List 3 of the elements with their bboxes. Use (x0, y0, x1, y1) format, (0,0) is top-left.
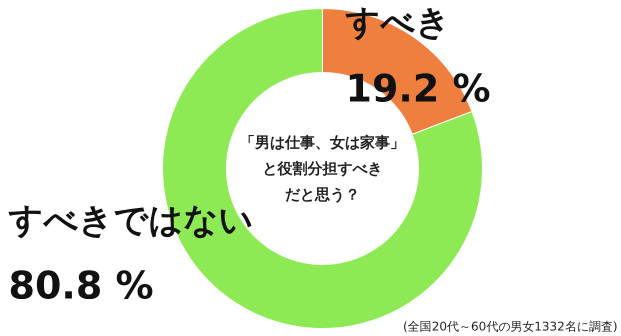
text: 「男は仕事、女は家事」と役割分担すべきだと思う？ (240, 134, 405, 204)
data-label: 80.8 % (8, 264, 154, 308)
text: (全国20代～60代の男女1332名に調査) (403, 320, 618, 334)
